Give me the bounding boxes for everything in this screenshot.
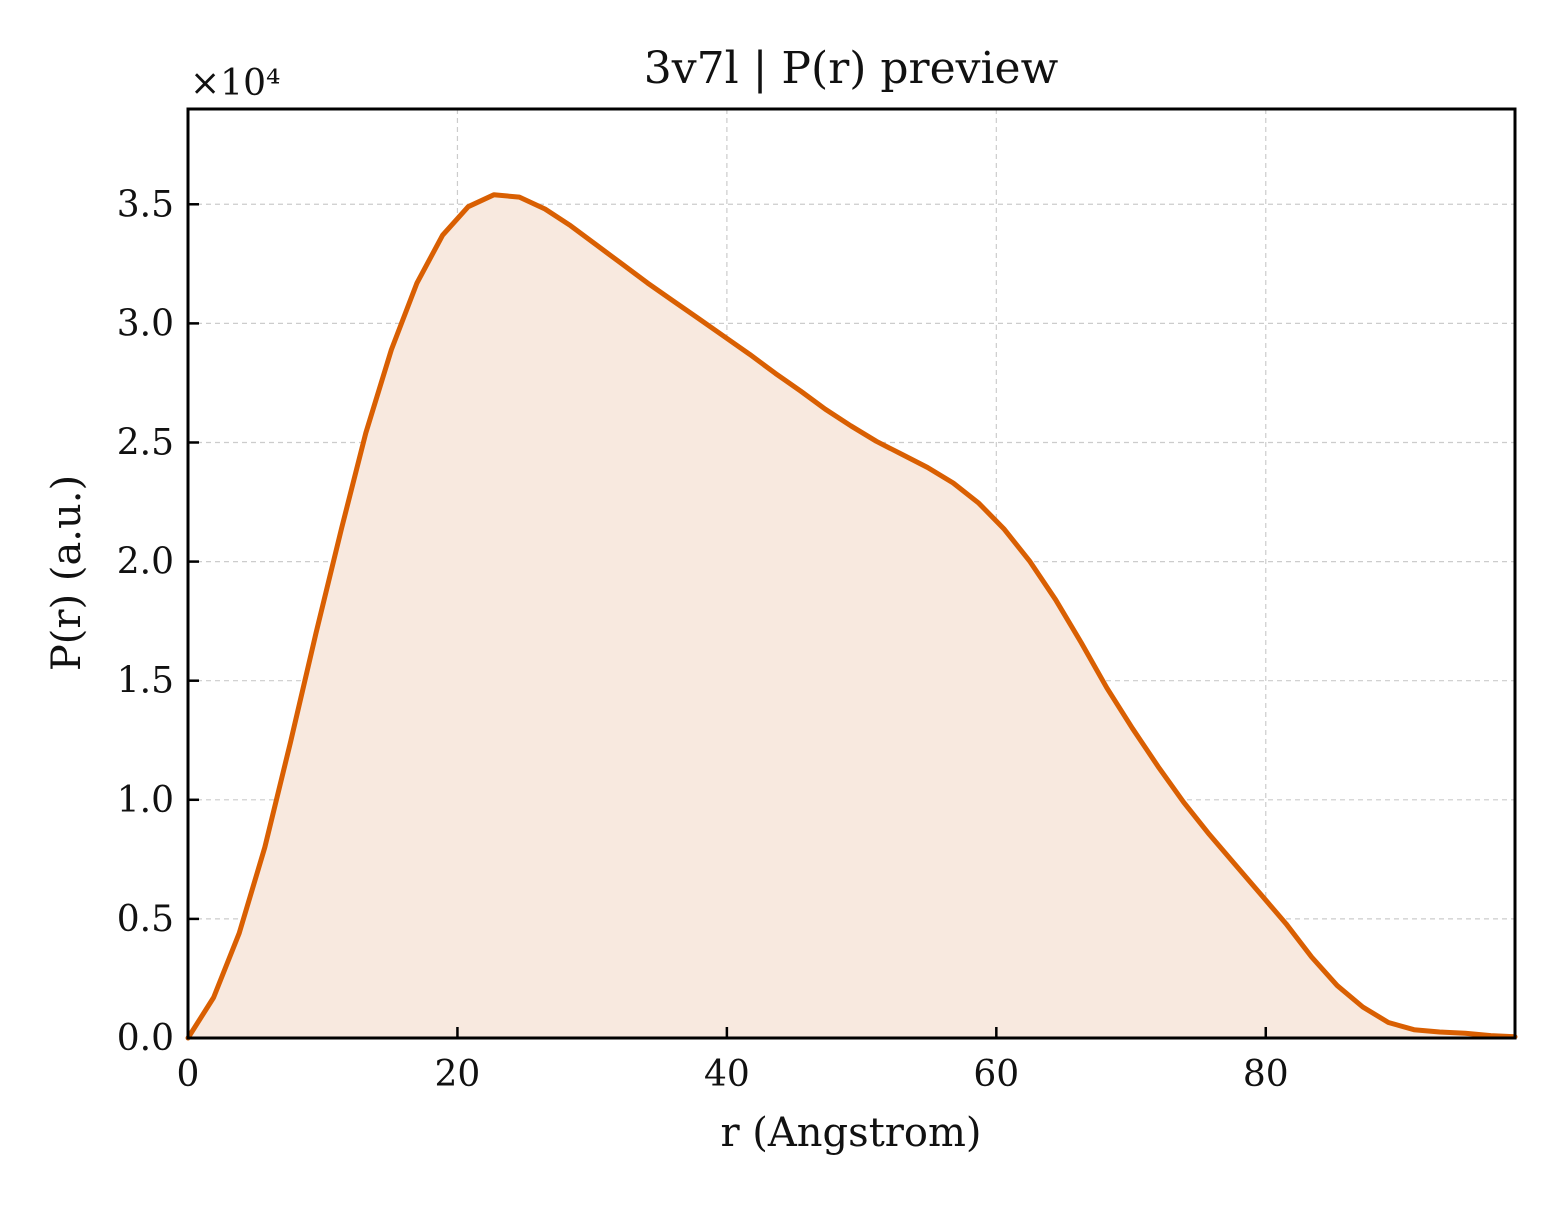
x-tick-label: 80: [1243, 1054, 1289, 1095]
data-layer: [185, 192, 1518, 1041]
plot-frame: [186, 107, 1517, 1040]
y-tick-label: 1.0: [117, 780, 174, 821]
ticks: 0 20 40 60 80 0.0 0.5 1.0 1.5 2.0 2.5 3.0 3.5: [117, 184, 1289, 1095]
x-tick-label: 60: [973, 1054, 1019, 1095]
x-tick-label: 40: [704, 1054, 750, 1095]
y-tick-label: 0.0: [117, 1018, 174, 1059]
x-axis-label: r (Angstrom): [720, 1110, 981, 1156]
y-tick-label: 3.5: [117, 184, 174, 225]
y-tick-label: 1.5: [117, 661, 174, 702]
x-tick-label: 0: [177, 1054, 200, 1095]
y-tick-label: 0.5: [117, 899, 174, 940]
y-axis-label: P(r) (a.u.): [44, 475, 90, 671]
pr-line: [185, 192, 1518, 1041]
y-tick-label: 2.5: [117, 422, 174, 463]
chart-title: 3v7l | P(r) preview: [644, 43, 1059, 94]
y-tick-label: 3.0: [117, 303, 174, 344]
y-multiplier-label: ×10⁴: [190, 63, 280, 104]
x-tick-label: 20: [435, 1054, 481, 1095]
y-tick-label: 2.0: [117, 542, 174, 583]
pr-area-fill: [188, 194, 1515, 1039]
